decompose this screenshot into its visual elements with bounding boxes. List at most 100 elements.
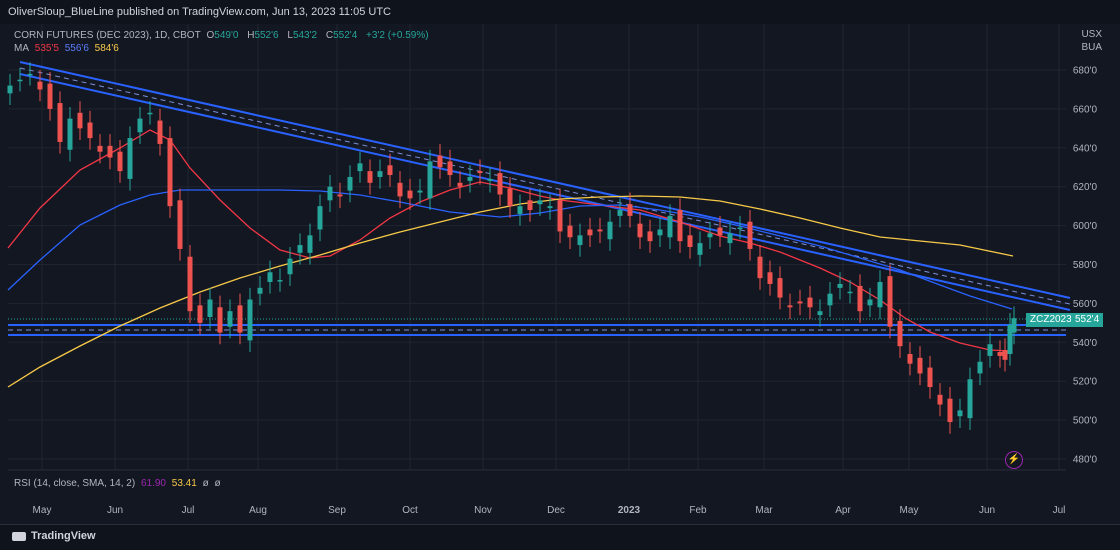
candle-body	[707, 233, 713, 238]
candle-body	[137, 118, 143, 133]
candle-body	[417, 190, 423, 193]
ma2-value: 556'6	[64, 43, 89, 54]
candle-body	[717, 227, 723, 236]
candle-body	[517, 206, 523, 214]
open-label: O	[206, 30, 215, 41]
candle-body	[967, 379, 973, 419]
candle-body	[677, 210, 683, 242]
candle-body	[817, 311, 823, 316]
candle-body	[197, 305, 203, 323]
candle-body	[947, 398, 953, 423]
candle-body	[567, 225, 573, 238]
candle-body	[257, 287, 263, 294]
x-tick-label: Dec	[547, 505, 565, 516]
y-tick-label: 520'0	[1073, 377, 1098, 388]
candle-body	[867, 299, 873, 306]
candle-body	[67, 118, 73, 150]
x-tick-label: Jul	[1053, 505, 1066, 516]
y-tick-label: 580'0	[1073, 260, 1098, 271]
y-tick-label: 500'0	[1073, 416, 1098, 427]
symbol-label: CORN FUTURES (DEC 2023), 1D, CBOT	[14, 30, 201, 41]
candle-body	[927, 367, 933, 388]
lightning-icon[interactable]: ⚡	[1005, 451, 1023, 469]
candle-body	[667, 215, 673, 238]
x-tick-label: Sep	[328, 505, 346, 516]
candle-body	[27, 73, 33, 76]
candle-body	[857, 285, 863, 312]
y-tick-label: 480'0	[1073, 455, 1098, 466]
candle-body	[697, 243, 703, 255]
candle-body	[477, 171, 483, 174]
candle-body	[987, 344, 993, 356]
candle-body	[327, 186, 333, 201]
candle-body	[827, 293, 833, 306]
y-tick-label: 600'0	[1073, 221, 1098, 232]
candle-body	[657, 229, 663, 236]
x-tick-label: May	[900, 505, 919, 516]
y-tick-label: 660'0	[1073, 104, 1098, 115]
candle-body	[757, 256, 763, 279]
candle-body	[277, 280, 283, 282]
high-value: 552'6	[254, 30, 279, 41]
ma-fast-line	[7, 129, 1011, 352]
candle-body	[227, 311, 233, 327]
x-tick-label: Jul	[182, 505, 195, 516]
rsi-legend[interactable]: RSI (14, close, SMA, 14, 2) 61.90 53.41 …	[14, 478, 224, 489]
trendline-lower	[19, 73, 1071, 311]
candle-body	[107, 145, 113, 158]
candle-body	[167, 138, 173, 207]
close-value: 552'4	[333, 30, 358, 41]
candle-body	[377, 171, 383, 177]
y-tick-label: 640'0	[1073, 143, 1098, 154]
publisher-bar: OliverSloup_BlueLine published on Tradin…	[0, 0, 1120, 24]
symbol-price-tag: ZCZ2023	[1026, 313, 1076, 327]
candle-body	[467, 176, 473, 181]
x-tick-label: Apr	[835, 505, 851, 516]
y-tick-label: 620'0	[1073, 182, 1098, 193]
x-tick-label: Mar	[755, 505, 773, 516]
candle-body	[207, 299, 213, 318]
candle-body	[367, 171, 373, 183]
x-tick-label: Oct	[402, 505, 418, 516]
candle-body	[57, 103, 63, 142]
candle-body	[297, 245, 303, 253]
change-value: +3'2 (+0.59%)	[366, 30, 429, 41]
candle-body	[117, 151, 123, 172]
candle-body	[437, 155, 443, 168]
x-tick-label: Jun	[107, 505, 123, 516]
x-tick-label: Jun	[979, 505, 995, 516]
candle-body	[487, 178, 493, 181]
candle-body	[447, 161, 453, 176]
footer-bar: TradingView	[0, 524, 1120, 550]
low-value: 543'2	[292, 30, 318, 41]
candle-body	[777, 278, 783, 298]
candle-body	[177, 200, 183, 249]
candle-body	[7, 85, 13, 94]
candle-body	[557, 200, 563, 232]
candle-body	[127, 138, 133, 179]
high-label: H	[247, 30, 255, 41]
candle-body	[727, 233, 733, 244]
candle-body	[87, 122, 93, 139]
brand-label: TradingView	[31, 530, 96, 542]
candle-body	[847, 291, 853, 294]
candle-body	[907, 353, 913, 364]
candle-body	[1002, 350, 1008, 360]
tradingview-icon	[12, 531, 26, 541]
y-tick-label: 680'0	[1073, 66, 1098, 77]
candle-body	[647, 231, 653, 242]
candle-body	[337, 194, 343, 197]
unit-label: BUA	[1081, 42, 1102, 53]
candle-body	[587, 229, 593, 236]
rsi-v4: ø	[214, 478, 221, 489]
tradingview-logo[interactable]: TradingView	[12, 530, 96, 542]
chart-bg	[0, 24, 1120, 524]
ma-legend: MA 535'5 556'6 584'6	[14, 43, 122, 54]
candle-body	[897, 320, 903, 347]
candle-body	[687, 235, 693, 247]
candle-body	[737, 227, 743, 230]
ma1-value: 535'5	[34, 43, 59, 54]
ma-label: MA	[14, 43, 29, 54]
candle-body	[157, 120, 163, 144]
